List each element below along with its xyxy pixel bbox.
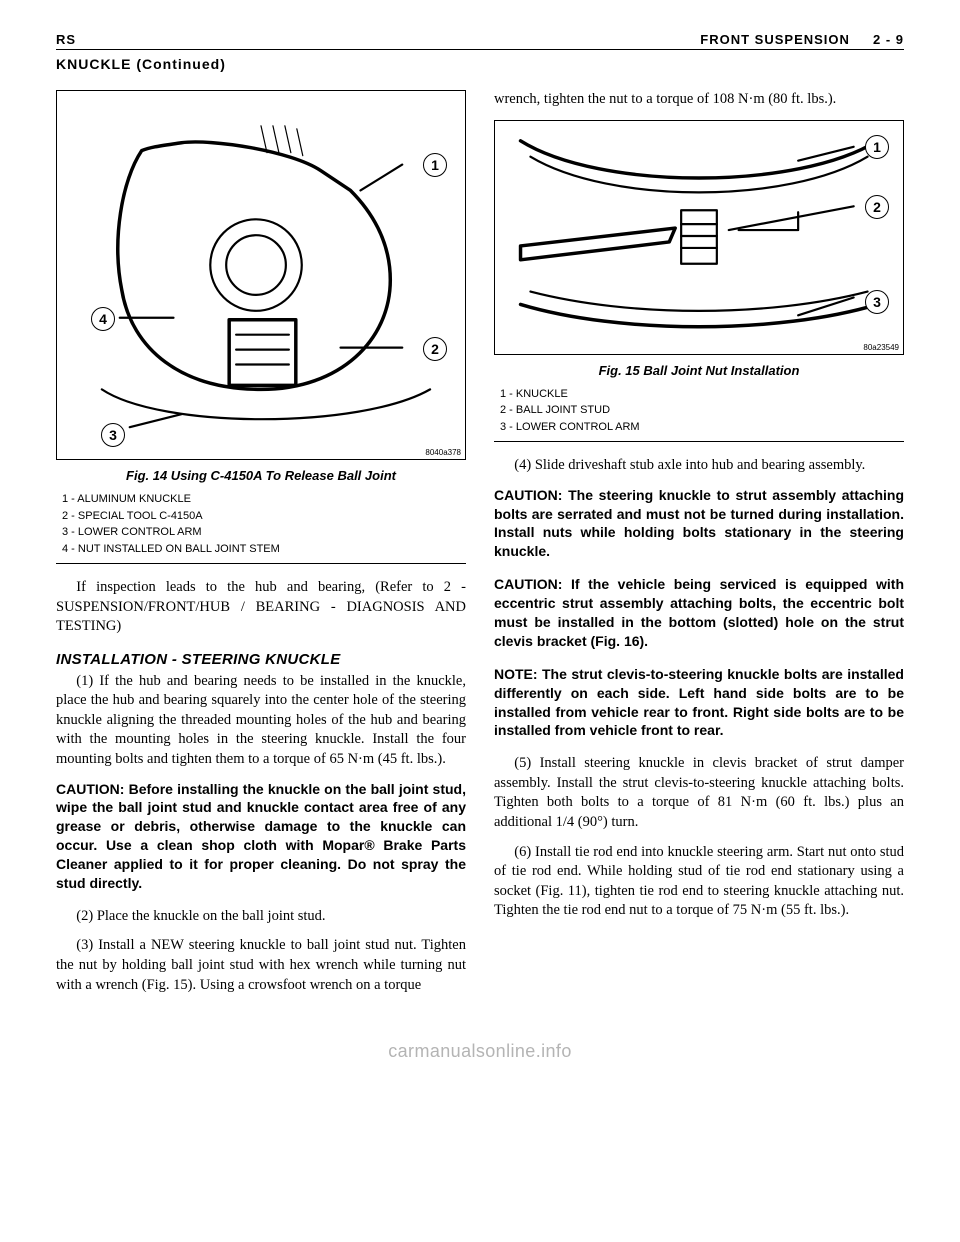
figure-15: 1 2 3 80a23549 <box>494 120 904 355</box>
fig15-tag: 80a23549 <box>863 343 899 352</box>
fig14-tag: 8040a378 <box>425 448 461 457</box>
figure-15-art <box>495 121 903 354</box>
header-pagenum: 2 - 9 <box>873 32 904 47</box>
fig15-caption: Fig. 15 Ball Joint Nut Installation <box>494 363 904 378</box>
body-columns: 1 2 3 4 8040a378 Fig. 14 Using C-4150A T… <box>56 90 904 1005</box>
fig14-legend-4: 4 - NUT INSTALLED ON BALL JOINT STEM <box>62 541 466 558</box>
fig14-caption: Fig. 14 Using C-4150A To Release Ball Jo… <box>56 468 466 483</box>
step-5: (5) Install steering knuckle in clevis b… <box>494 754 904 832</box>
caution-1: CAUTION: Before installing the knuckle o… <box>56 780 466 893</box>
fig14-callout-2: 2 <box>423 337 447 361</box>
fig14-legend-1: 1 - ALUMINUM KNUCKLE <box>62 491 466 508</box>
para-lead: wrench, tighten the nut to a torque of 1… <box>494 90 904 110</box>
fig15-callout-1: 1 <box>865 135 889 159</box>
fig15-callout-2: 2 <box>865 195 889 219</box>
caution-2: CAUTION: The steering knuckle to strut a… <box>494 486 904 562</box>
header-section: FRONT SUSPENSION <box>700 32 850 47</box>
para-refer: If inspection leads to the hub and beari… <box>56 578 466 637</box>
caution-3: CAUTION: If the vehicle being serviced i… <box>494 575 904 651</box>
manual-page: RS FRONT SUSPENSION 2 - 9 KNUCKLE (Conti… <box>0 0 960 1082</box>
step-1: (1) If the hub and bearing needs to be i… <box>56 672 466 770</box>
section-continued: KNUCKLE (Continued) <box>56 56 904 72</box>
note-1: NOTE: The strut clevis-to-steering knuck… <box>494 665 904 741</box>
fig14-callout-4: 4 <box>91 307 115 331</box>
fig14-legend: 1 - ALUMINUM KNUCKLE 2 - SPECIAL TOOL C-… <box>56 489 466 564</box>
step-6: (6) Install tie rod end into knuckle ste… <box>494 843 904 921</box>
step-3: (3) Install a NEW steering knuckle to ba… <box>56 936 466 995</box>
fig14-legend-3: 3 - LOWER CONTROL ARM <box>62 524 466 541</box>
header-right: FRONT SUSPENSION 2 - 9 <box>700 32 904 47</box>
left-column: 1 2 3 4 8040a378 Fig. 14 Using C-4150A T… <box>56 90 466 1005</box>
fig15-legend-1: 1 - KNUCKLE <box>500 386 904 403</box>
page-header: RS FRONT SUSPENSION 2 - 9 <box>56 32 904 50</box>
fig15-legend-2: 2 - BALL JOINT STUD <box>500 402 904 419</box>
header-left: RS <box>56 32 76 47</box>
fig15-legend: 1 - KNUCKLE 2 - BALL JOINT STUD 3 - LOWE… <box>494 384 904 443</box>
right-column: wrench, tighten the nut to a torque of 1… <box>494 90 904 1005</box>
subhead-install: INSTALLATION - STEERING KNUCKLE <box>56 651 466 668</box>
figure-14: 1 2 3 4 8040a378 <box>56 90 466 460</box>
step-4: (4) Slide driveshaft stub axle into hub … <box>494 456 904 476</box>
fig14-callout-1: 1 <box>423 153 447 177</box>
fig15-legend-3: 3 - LOWER CONTROL ARM <box>500 419 904 436</box>
figure-14-art <box>57 91 465 459</box>
fig15-callout-3: 3 <box>865 290 889 314</box>
fig14-callout-3: 3 <box>101 423 125 447</box>
footer-url: carmanualsonline.info <box>56 1041 904 1062</box>
step-2: (2) Place the knuckle on the ball joint … <box>56 907 466 927</box>
fig14-legend-2: 2 - SPECIAL TOOL C-4150A <box>62 508 466 525</box>
